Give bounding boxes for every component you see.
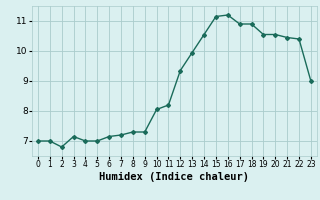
X-axis label: Humidex (Indice chaleur): Humidex (Indice chaleur) <box>100 172 249 182</box>
